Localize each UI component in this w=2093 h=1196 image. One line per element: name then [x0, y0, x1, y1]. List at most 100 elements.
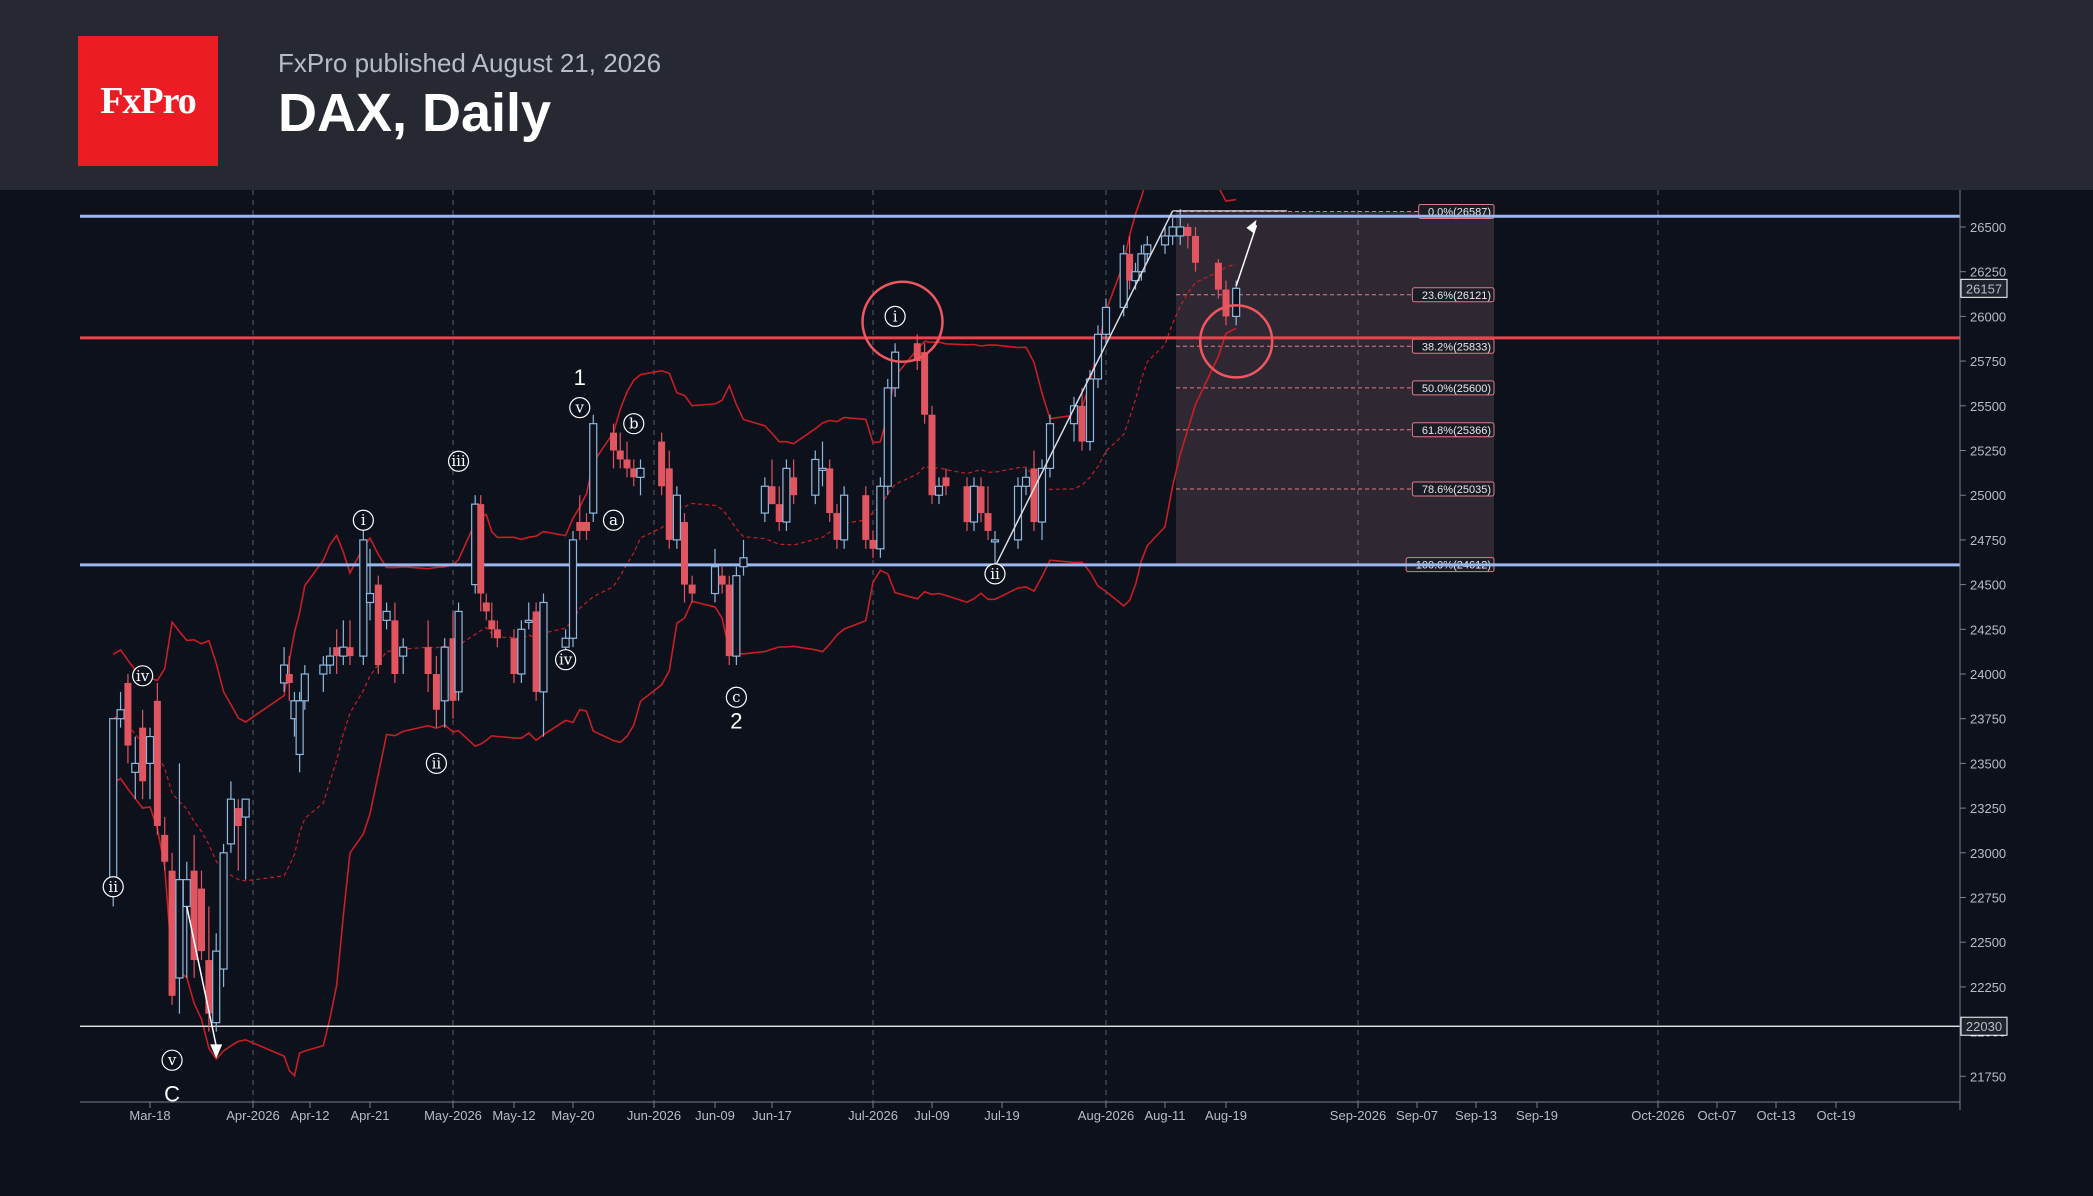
candle-apr-22: [374, 575, 382, 674]
candle-aug-12: [1168, 218, 1177, 245]
candle-body: [153, 700, 161, 826]
annotations: [186, 210, 1287, 1059]
candle-body: [990, 539, 1000, 543]
candle-body: [869, 539, 877, 549]
horizontal-levels: [80, 214, 1960, 1027]
candle-body: [739, 557, 748, 568]
candle-mar-29: [226, 781, 236, 853]
candle-body: [725, 584, 733, 657]
x-tick-aug-11: Aug-11: [1145, 1108, 1186, 1123]
y-tick-22250: 22250: [1970, 980, 2006, 995]
price-chart[interactable]: 0.0%(26587)23.6%(26121)38.2%(25833)50.0%…: [0, 190, 2093, 1196]
candle-apr-30: [440, 638, 449, 728]
axes: 2175022000222502250022750230002325023500…: [80, 190, 2008, 1123]
x-tick-oct-2026: Oct-2026: [1631, 1108, 1684, 1123]
candle-body: [1143, 244, 1152, 255]
candle-body: [732, 575, 741, 657]
impulse-trend-line: [994, 210, 1174, 568]
y-tick-25000: 25000: [1970, 488, 2006, 503]
candle-body: [934, 485, 944, 496]
candle-jun-10: [718, 566, 726, 594]
highlight-circle-retest: [1198, 304, 1274, 379]
candle-body: [775, 504, 783, 523]
candle-body: [190, 870, 198, 961]
candle-jul-21: [1013, 477, 1023, 549]
candle-body: [300, 673, 309, 702]
candle-body: [333, 647, 341, 657]
candle-body: [175, 879, 184, 979]
candle-body: [921, 352, 929, 415]
candle-may-13: [517, 620, 526, 683]
projection-arrow: [1235, 224, 1258, 287]
candle-body: [984, 513, 992, 531]
candle-jun-04: [672, 486, 681, 549]
candle-apr-25: [399, 638, 408, 674]
candle-mar-18: [145, 727, 155, 800]
wave-label-10: a: [609, 511, 618, 529]
candle-body: [482, 602, 490, 612]
candle-may-06: [477, 495, 485, 612]
candle-may-26: [610, 423, 617, 469]
fib-label-box-5: [1411, 481, 1495, 497]
x-tick-aug-2026: Aug-2026: [1078, 1108, 1134, 1123]
candle-body: [1093, 333, 1103, 380]
wave-label-ring-10: [602, 509, 625, 531]
candle-body: [391, 620, 399, 674]
candle-body: [790, 477, 798, 496]
highlight-circle-wave-i: [861, 280, 944, 364]
candle-body: [365, 592, 375, 604]
candle-body: [319, 664, 328, 675]
candle-body: [811, 458, 820, 496]
candle-body: [589, 423, 598, 514]
wave-label-0: ii: [108, 878, 118, 896]
wave-label-11: b: [629, 415, 639, 433]
candle-jul-17: [984, 486, 992, 540]
wave-label-12: c: [732, 688, 740, 706]
candle-body: [1222, 289, 1230, 317]
candle-jun-27: [840, 486, 849, 549]
y-tick-24000: 24000: [1970, 667, 2006, 682]
candle-body: [636, 467, 645, 478]
candle-body: [477, 504, 485, 594]
candle-body: [1131, 271, 1140, 282]
candle-mar-27: [212, 933, 221, 1032]
wave-label-8: v: [575, 399, 585, 417]
x-tick-jun-17: Jun-17: [752, 1108, 792, 1123]
candle-body: [610, 432, 617, 451]
x-tick-sep-13: Sep-13: [1455, 1108, 1497, 1123]
candle-mar-25: [198, 870, 205, 961]
candle-may-20: [568, 530, 578, 648]
candle-may-23: [589, 414, 598, 523]
candle-body: [532, 611, 540, 692]
candle-body: [760, 485, 769, 514]
wave-label-7: iv: [559, 651, 573, 669]
candle-body: [168, 870, 176, 996]
candle-may-22: [583, 513, 590, 540]
candle-body: [1078, 405, 1086, 442]
candle-body: [161, 834, 169, 862]
candle-apr-08: [285, 656, 293, 701]
wave-label-3: C: [164, 1081, 180, 1106]
candle-body: [359, 539, 368, 657]
wave-label-ring-1: [132, 665, 154, 687]
candle-body: [1037, 467, 1047, 523]
candlesticks: [109, 209, 1241, 1032]
price-label-box-0: [1960, 278, 2008, 298]
candle-body: [440, 646, 449, 702]
candle-body: [1013, 485, 1023, 541]
wave-label-ring-6: [447, 450, 470, 472]
wave-label-ring-7: [555, 649, 577, 671]
candle-body: [862, 495, 870, 540]
candle-body: [883, 387, 892, 487]
candle-body: [818, 467, 827, 471]
candle-body: [493, 629, 501, 639]
candle-jun-17: [768, 459, 776, 505]
candle-may-15: [532, 602, 540, 701]
candle-body: [1030, 468, 1038, 523]
candle-jun-19: [782, 459, 791, 531]
wave-label-ring-12: [725, 686, 747, 708]
wave-label-ring-11: [623, 413, 645, 435]
fib-label-2: 38.2%(25833): [1422, 341, 1491, 353]
candle-body: [876, 485, 885, 550]
wave-label-ring-4: [352, 509, 374, 531]
